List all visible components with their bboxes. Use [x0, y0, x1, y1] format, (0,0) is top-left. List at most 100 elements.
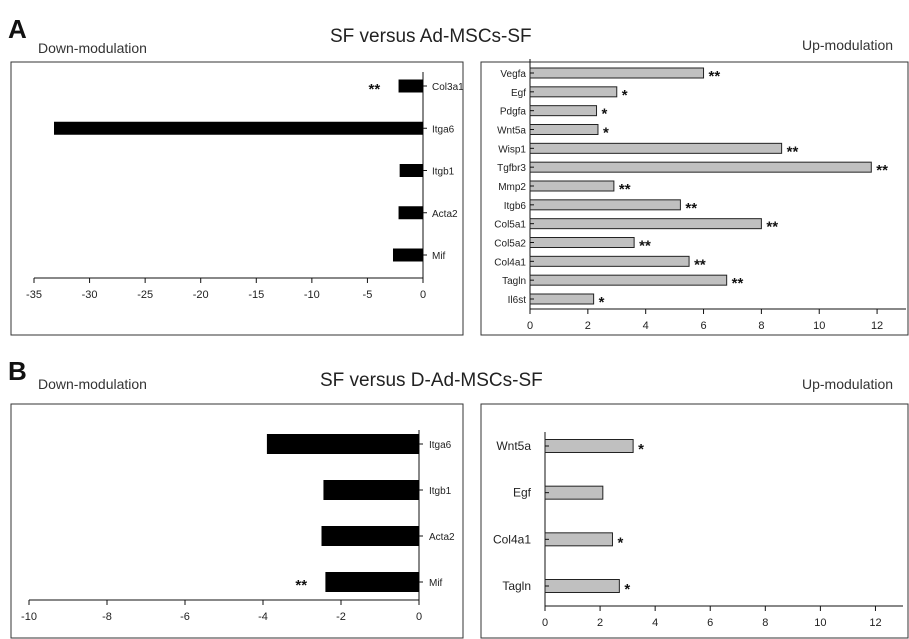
panel-a-up-significance: *: [602, 106, 608, 123]
panel-a-up-category-label: Itgb6: [504, 201, 527, 212]
panel-a-up-x-tick-label: 0: [527, 320, 533, 332]
panel-a-up-x-tick-label: 4: [643, 320, 649, 332]
panel-b-up-x-tick-label: 0: [542, 617, 548, 629]
panel-a-up-label: Up-modulation: [802, 37, 893, 53]
panel-a-up-bar: [529, 218, 762, 230]
panel-a-down-x-tick-label: -35: [26, 289, 42, 301]
panel-b-up-significance: *: [638, 441, 644, 458]
panel-a-up-bar: [529, 293, 595, 305]
panel-a-down-x-tick-label: -25: [137, 289, 153, 301]
panel-a-up-category-label: Col5a2: [494, 239, 526, 250]
panel-a-down-bar: [398, 206, 423, 220]
panel-b-up-significance: *: [624, 581, 630, 598]
panel-a-down-bar: [392, 248, 423, 262]
panel-a-up-bar: [529, 105, 598, 117]
panel-b-down-bar: [321, 526, 419, 546]
panel-a-down-frame: [10, 61, 464, 336]
panel-a-down-x-tick-label: 0: [420, 289, 426, 301]
panel-b-down-x-tick-label: -10: [21, 611, 37, 623]
panel-a-up-significance: **: [639, 238, 651, 255]
panel-a-up-category-label: Il6st: [508, 295, 527, 306]
panel-a-down-x-tick-label: -10: [304, 289, 320, 301]
panel-b-down-x-tick-label: 0: [416, 611, 422, 623]
panel-a-down-significance: **: [369, 81, 381, 98]
panel-b-up-bar: [544, 439, 634, 453]
panel-a-up-x-tick-label: 12: [871, 320, 883, 332]
panel-a-up-bar: [529, 180, 615, 192]
panel-a-up-category-label: Tgfbr3: [497, 163, 526, 174]
panel-b-up-category-label: Egf: [513, 486, 532, 500]
panel-a-down-category-label: Itgb1: [432, 167, 455, 178]
panel-a-up-bar: [529, 67, 705, 79]
panel-a-down-x-tick-label: -20: [193, 289, 209, 301]
panel-a-down-bar: [54, 121, 424, 135]
panel-a-down-bar: [398, 79, 423, 93]
panel-b-down-significance: **: [295, 577, 307, 594]
panel-b-up-x-tick-label: 8: [762, 617, 768, 629]
panel-b-down-x-tick-label: -2: [336, 611, 346, 623]
panel-a-up-significance: **: [709, 68, 721, 85]
panel-a-down-bar: [399, 164, 423, 177]
panel-b-up-bar: [544, 579, 620, 593]
panel-b-down-category-label: Mif: [429, 578, 443, 589]
panel-b-down-category-label: Itgb1: [429, 486, 452, 497]
panel-a-down-label: Down-modulation: [38, 40, 147, 56]
panel-a-up-category-label: Mmp2: [498, 182, 526, 193]
panel-a-up-significance: *: [599, 294, 605, 311]
panel-a-up-bar: [529, 255, 690, 267]
panel-a-up-bar: [529, 124, 599, 135]
panel-b-down-x-tick-label: -4: [258, 611, 268, 623]
panel-a-up-significance: **: [694, 256, 706, 273]
panel-a-up-bar: [529, 142, 783, 154]
panel-a-up-significance: **: [685, 200, 697, 217]
panel-a-up-x-tick-label: 10: [813, 320, 825, 332]
panel-a-up-bar: [529, 161, 872, 173]
panel-b-up-x-tick-label: 2: [597, 617, 603, 629]
panel-a-up-bar: [529, 199, 681, 211]
panel-a-down-category-label: Mif: [432, 251, 446, 262]
panel-a-up-category-label: Vegfa: [500, 69, 526, 80]
panel-a-up-category-label: Col4a1: [494, 257, 526, 268]
panel-b-down-label: Down-modulation: [38, 376, 147, 392]
panel-a-up-significance: **: [787, 143, 799, 160]
panel-b-up-label: Up-modulation: [802, 376, 893, 392]
panel-b-up-bar: [544, 485, 604, 500]
panel-a-up-bar: [529, 274, 728, 286]
panel-b-up-category-label: Col4a1: [493, 532, 531, 546]
panel-b-up-bar: [544, 532, 613, 547]
panel-b-down-bar: [323, 480, 419, 500]
panel-b-title: SF versus D-Ad-MSCs-SF: [320, 370, 543, 391]
panel-a-up-category-label: Col5a1: [494, 220, 526, 231]
panel-a-up-category-label: Tagln: [502, 276, 526, 287]
panel-b-up-category-label: Tagln: [502, 579, 531, 593]
panel-a-up-significance: **: [876, 162, 888, 179]
panel-a-up-x-tick-label: 6: [700, 320, 706, 332]
panel-a-up-x-tick-label: 2: [585, 320, 591, 332]
panel-a-up-category-label: Wisp1: [498, 144, 526, 155]
panel-b-letter: B: [8, 356, 27, 386]
panel-b-up-significance: *: [617, 534, 623, 551]
plots: -35 -30 -25 -20 -15 -10 -5 0Col3a1**Itga6Itgb1A…: [21, 59, 906, 629]
panel-a-up-significance: **: [732, 275, 744, 292]
panel-a-down-x-tick-label: -5: [363, 289, 373, 301]
panel-b-up-x-tick-label: 10: [814, 617, 826, 629]
panel-a-up-category-label: Wnt5a: [497, 126, 526, 137]
panel-b-down-x-tick-label: -8: [102, 611, 112, 623]
panel-b-up-x-tick-label: 6: [707, 617, 713, 629]
panel-b-up-x-tick-label: 12: [869, 617, 881, 629]
panel-a-up-bar: [529, 237, 635, 248]
panel-b-up-category-label: Wnt5a: [496, 439, 531, 453]
panel-a-down-category-label: Itga6: [432, 124, 455, 135]
panel-b-down-bar: [325, 572, 419, 592]
panel-a-letter: A: [8, 14, 27, 44]
panel-b-down-bar: [266, 434, 419, 454]
panel-a-down-category-label: Col3a1: [432, 82, 464, 93]
panel-b-down-category-label: Itga6: [429, 440, 452, 451]
panel-b-up-x-tick-label: 4: [652, 617, 658, 629]
panel-a-up-significance: *: [603, 125, 609, 142]
panel-b-down-category-label: Acta2: [429, 532, 455, 543]
panel-a-up-significance: *: [622, 87, 628, 104]
panel-a-up-bar: [529, 86, 618, 98]
panel-a-down-category-label: Acta2: [432, 209, 458, 220]
